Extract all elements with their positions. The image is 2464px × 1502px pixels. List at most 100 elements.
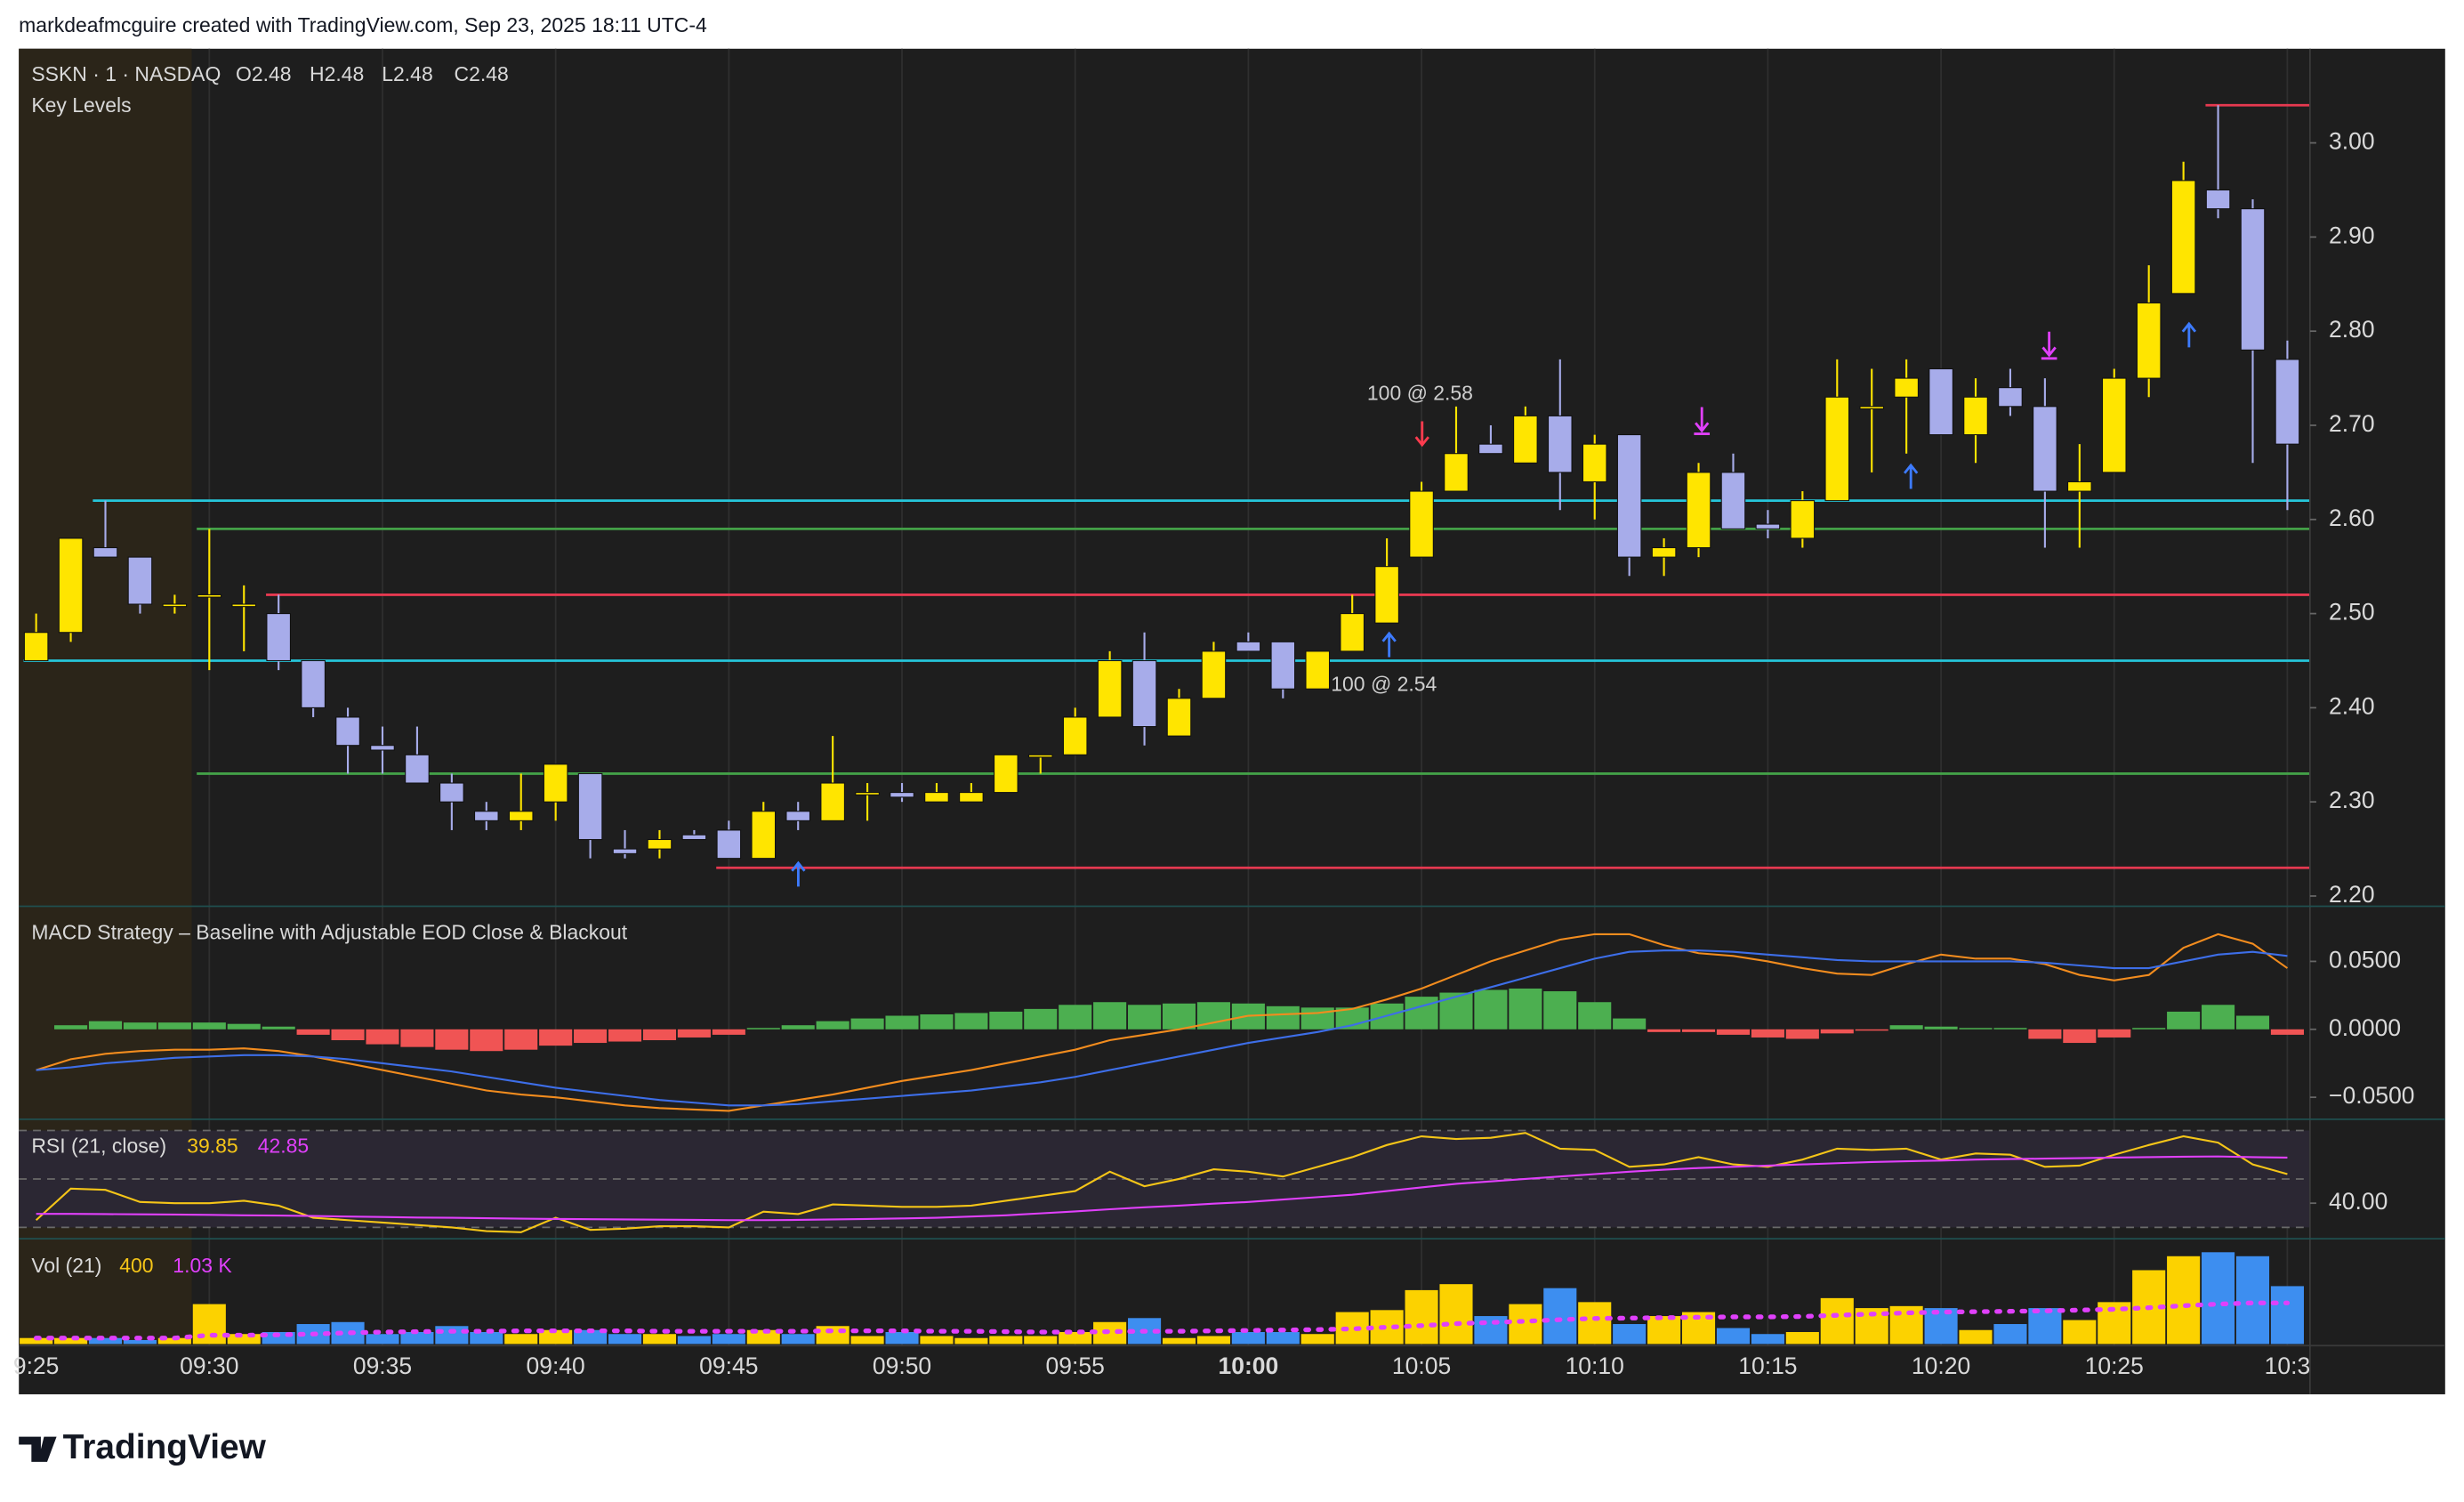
macd-histogram-bar <box>574 1029 608 1044</box>
volume-bar <box>642 1334 677 1345</box>
macd-histogram-bar <box>2167 1011 2201 1030</box>
candle-body <box>370 745 395 751</box>
candle-body <box>1236 641 1261 652</box>
candle-body <box>1651 546 1677 558</box>
macd-line <box>36 949 2288 1107</box>
x-tick-label: 09:50 <box>873 1353 931 1379</box>
candle-body <box>2033 406 2057 492</box>
candle-body <box>1790 500 1816 539</box>
volume-bar <box>1439 1284 1473 1345</box>
macd-histogram-bar <box>1162 1003 1196 1030</box>
volume-bar <box>677 1336 711 1345</box>
y-tick-label: 40.00 <box>2329 1188 2388 1215</box>
x-tick-label: 9:25 <box>13 1353 60 1379</box>
macd-histogram-bar <box>1716 1029 1751 1035</box>
candle-body <box>266 613 291 662</box>
volume-bar <box>2028 1308 2062 1345</box>
macd-histogram-bar <box>642 1029 677 1041</box>
macd-histogram-bar <box>1959 1028 1993 1030</box>
volume-bar <box>1162 1337 1196 1345</box>
macd-histogram-bar <box>262 1026 295 1030</box>
volume-bar <box>2235 1256 2270 1345</box>
volume-bar <box>1578 1302 1612 1345</box>
candle-body <box>1720 472 1746 529</box>
x-tick-label: 10:25 <box>2085 1353 2144 1379</box>
volume-bar <box>1785 1331 1819 1345</box>
y-tick-label: 2.80 <box>2329 316 2375 343</box>
vol-title: Vol (21) <box>31 1254 101 1277</box>
volume-bar <box>504 1334 538 1345</box>
vol-ma-value: 1.03 K <box>173 1254 232 1277</box>
x-tick-label: 09:45 <box>699 1353 758 1379</box>
volume-bar <box>608 1334 642 1345</box>
volume-bar <box>1266 1331 1300 1345</box>
volume-bar <box>885 1331 919 1345</box>
y-tick-label: 0.0000 <box>2329 1014 2401 1041</box>
x-tick-label: 10:3 <box>2265 1353 2311 1379</box>
x-tick-label: 10:05 <box>1392 1353 1451 1379</box>
macd-histogram-bar <box>781 1025 815 1030</box>
volume-bar <box>2063 1320 2097 1345</box>
y-tick-label: 2.50 <box>2329 599 2375 626</box>
macd-histogram-bar <box>1855 1029 1888 1031</box>
candle-body <box>1409 490 1434 558</box>
volume-bar <box>1924 1308 1958 1345</box>
y-tick-label: 2.90 <box>2329 222 2375 248</box>
macd-histogram-bar <box>816 1021 850 1030</box>
macd-histogram-bar <box>1059 1005 1092 1030</box>
candle-body <box>820 782 845 821</box>
candle-body <box>197 594 222 598</box>
volume-bar <box>20 1337 53 1345</box>
candle-body <box>1998 387 2023 408</box>
candle-body <box>2067 480 2092 492</box>
macd-histogram-bar <box>470 1029 503 1052</box>
macd-histogram-bar <box>1993 1028 2027 1030</box>
y-tick-label: 2.60 <box>2329 505 2375 531</box>
x-tick-label: 10:20 <box>1912 1353 1970 1379</box>
exit-arrow <box>2041 331 2057 360</box>
candle-body <box>1616 434 1642 558</box>
macd-histogram-bar <box>2063 1029 2097 1044</box>
macd-histogram-bar <box>850 1018 884 1030</box>
macd-line <box>36 933 2289 1112</box>
macd-histogram-bar <box>435 1029 469 1050</box>
candle-body <box>2136 302 2162 379</box>
macd-histogram-bar <box>746 1028 780 1030</box>
candle-body <box>1478 443 1503 455</box>
candle-body <box>231 603 257 608</box>
candle-body <box>1548 415 1573 473</box>
buy-arrow <box>1381 631 1397 658</box>
volume-bar <box>88 1337 123 1345</box>
candle-body <box>1444 453 1469 492</box>
volume-bar <box>2202 1252 2235 1345</box>
candle-body <box>1201 650 1227 699</box>
volume-bar <box>1543 1288 1577 1345</box>
volume-bar <box>712 1334 745 1345</box>
macd-histogram-bar <box>504 1029 538 1050</box>
x-tick-label: 09:35 <box>353 1353 412 1379</box>
volume-bar <box>1231 1331 1265 1345</box>
macd-histogram-bar <box>2202 1005 2235 1030</box>
signal-arrows <box>791 321 2197 887</box>
macd-histogram-bar <box>539 1029 573 1046</box>
candle-body <box>647 838 672 850</box>
candle-body <box>716 829 742 860</box>
volume-bar <box>781 1334 815 1345</box>
volume-bar <box>539 1329 573 1345</box>
brand-icon <box>19 1436 57 1462</box>
macd-histogram-bar <box>2132 1028 2166 1030</box>
plot <box>20 103 2310 1345</box>
macd-histogram-bar <box>1785 1029 1819 1039</box>
buy-arrow <box>1903 463 1919 489</box>
rsi-line <box>35 1132 2288 1233</box>
macd-histogram-bar <box>954 1013 988 1030</box>
brand-text: TradingView <box>63 1428 267 1466</box>
volume-bar <box>1647 1316 1681 1345</box>
volume-bar <box>227 1334 261 1345</box>
volume-bar <box>435 1326 469 1345</box>
macd-histogram-bar <box>1647 1029 1681 1032</box>
candle-body <box>1686 472 1711 549</box>
candle-body <box>301 659 326 708</box>
volume-bar <box>1024 1336 1058 1345</box>
candle-body <box>2205 189 2231 210</box>
